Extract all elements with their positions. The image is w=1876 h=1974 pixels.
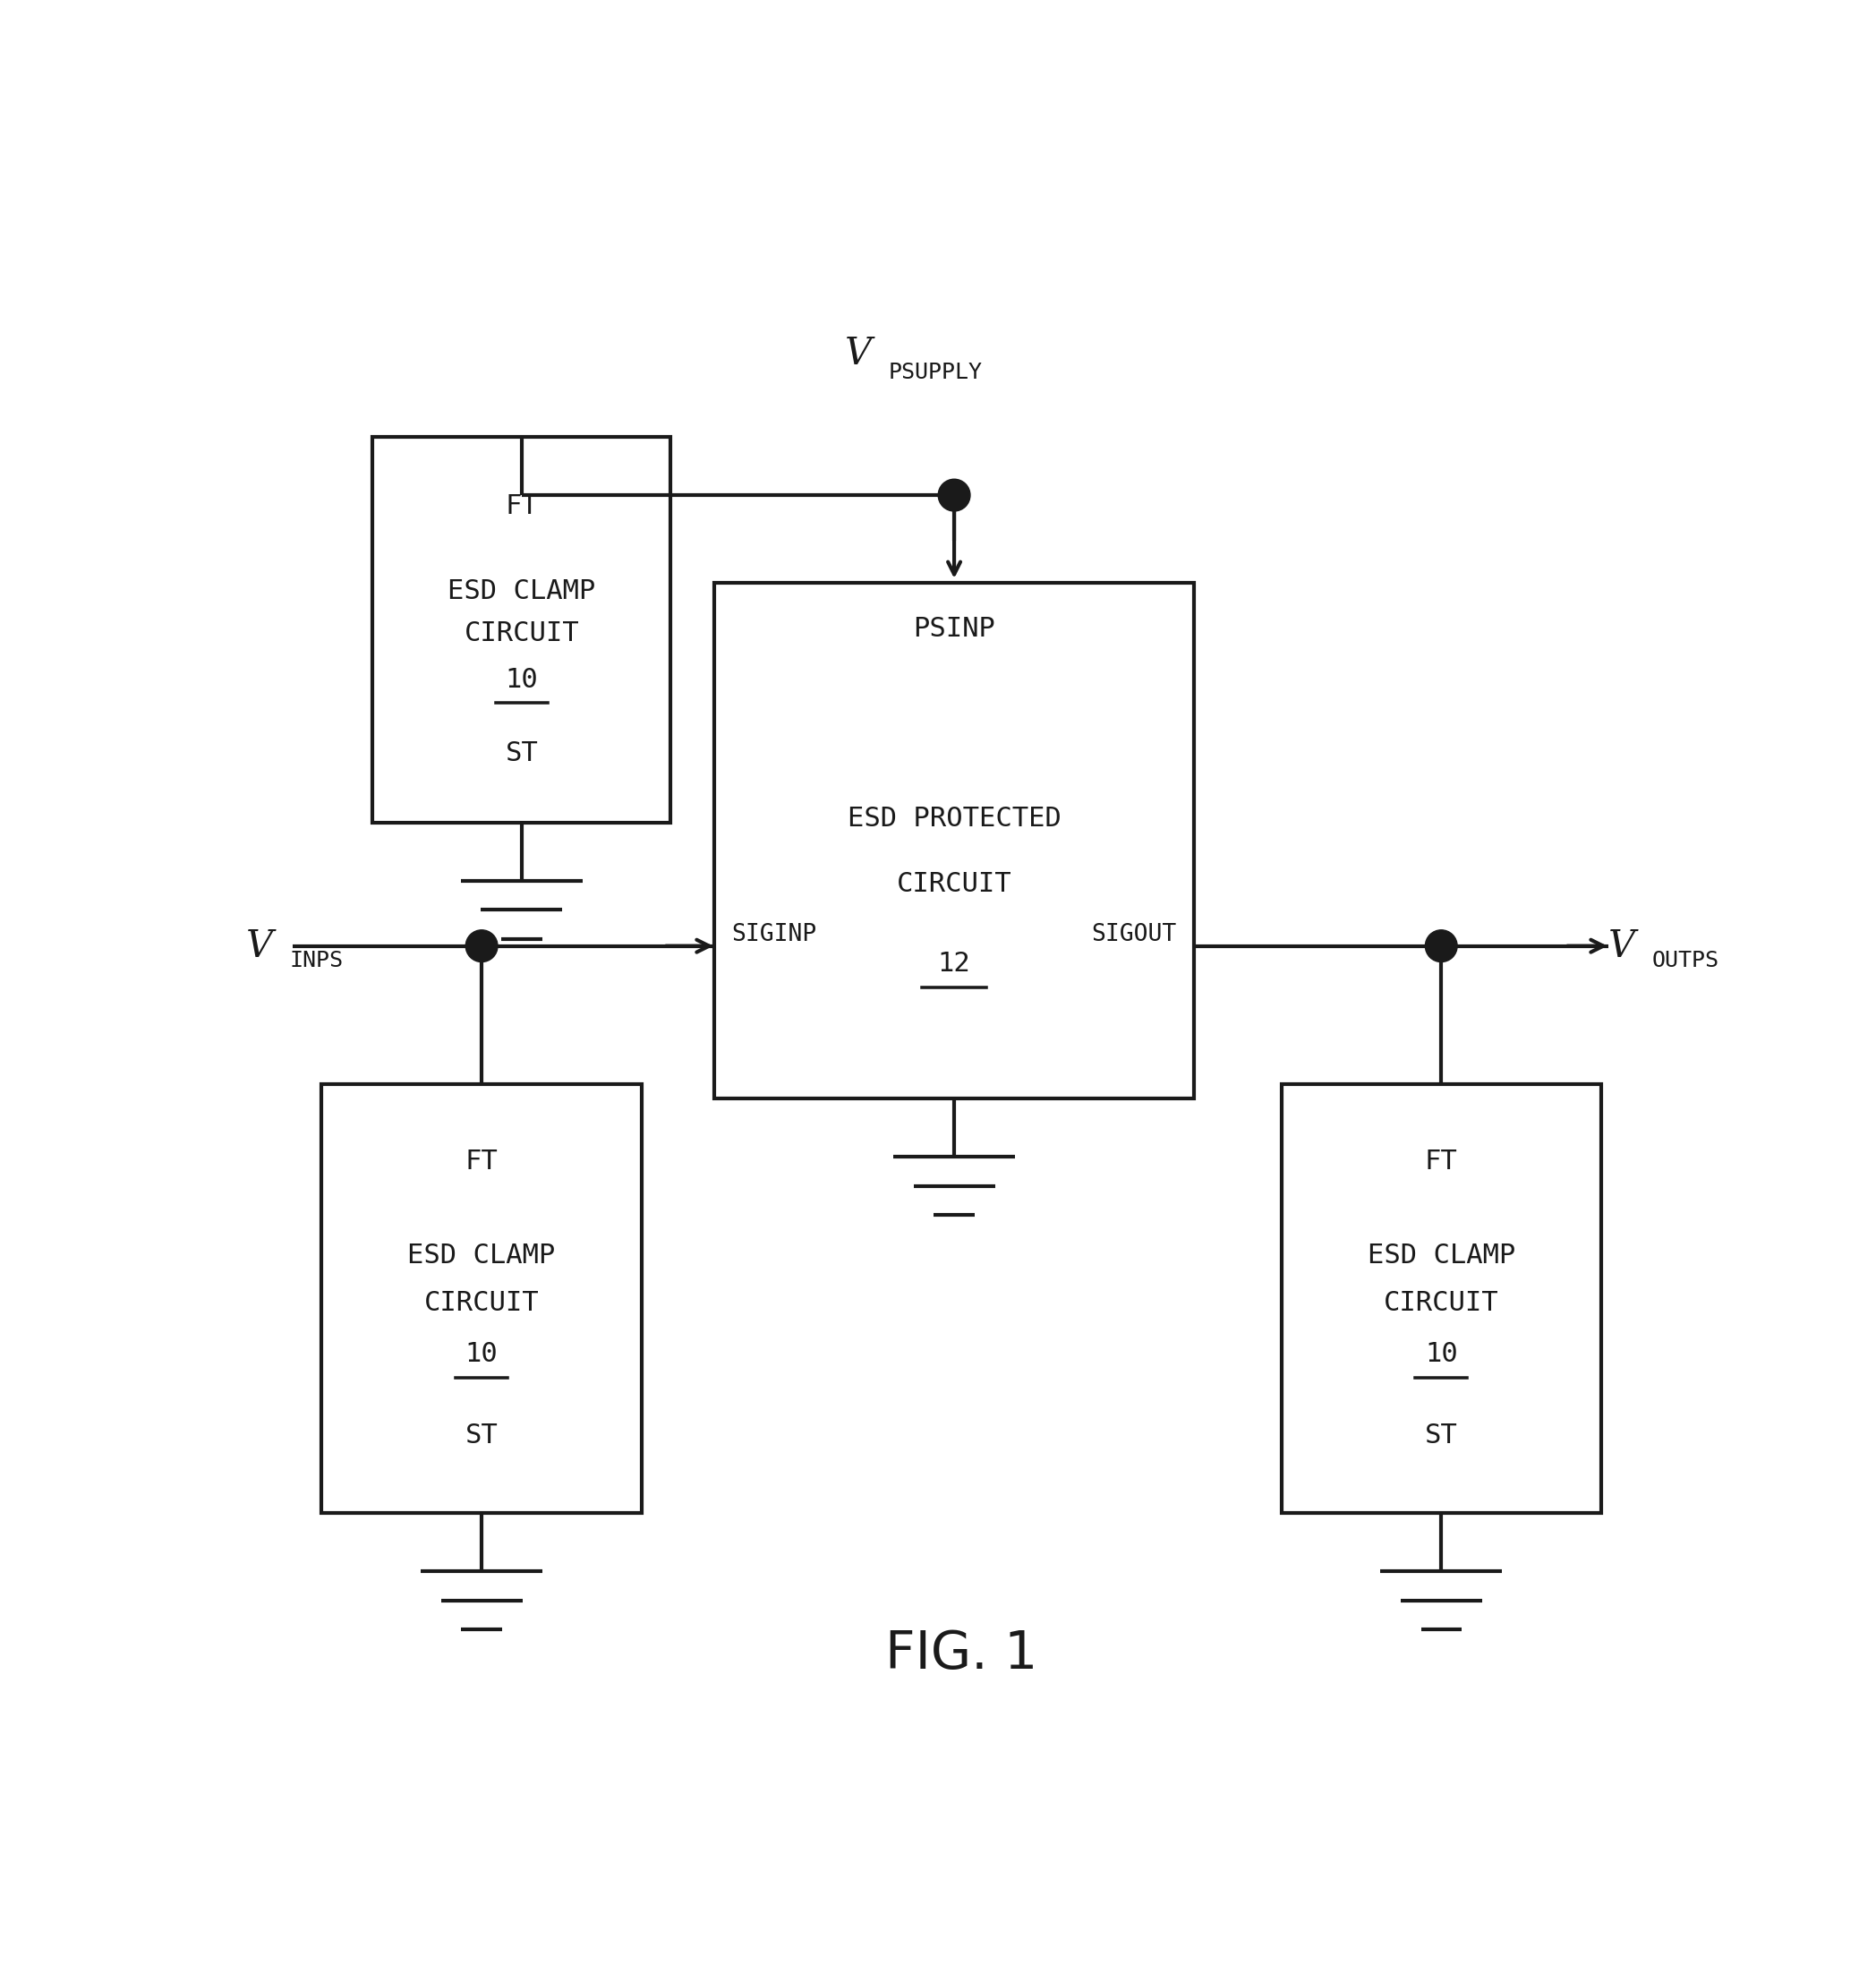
FancyBboxPatch shape xyxy=(1281,1084,1600,1514)
Text: INPS: INPS xyxy=(289,949,343,971)
Text: CIRCUIT: CIRCUIT xyxy=(897,871,1011,896)
Text: ST: ST xyxy=(505,740,538,766)
Text: ST: ST xyxy=(1424,1423,1458,1449)
Text: ESD CLAMP: ESD CLAMP xyxy=(448,578,597,604)
Text: ST: ST xyxy=(465,1423,499,1449)
Text: V: V xyxy=(1608,928,1636,965)
Text: CIRCUIT: CIRCUIT xyxy=(1384,1289,1499,1317)
Text: V: V xyxy=(246,928,274,965)
Text: ESD PROTECTED: ESD PROTECTED xyxy=(848,805,1062,831)
Text: FT: FT xyxy=(465,1149,499,1175)
Circle shape xyxy=(1426,930,1458,961)
Text: CIRCUIT: CIRCUIT xyxy=(463,620,580,647)
Text: ESD CLAMP: ESD CLAMP xyxy=(1368,1244,1516,1269)
Text: V: V xyxy=(844,336,872,373)
Text: PSUPPLY: PSUPPLY xyxy=(889,361,983,383)
Text: OUTPS: OUTPS xyxy=(1653,949,1718,971)
FancyBboxPatch shape xyxy=(373,436,670,823)
Text: 10: 10 xyxy=(505,667,538,693)
Text: CIRCUIT: CIRCUIT xyxy=(424,1289,538,1317)
Text: 10: 10 xyxy=(465,1342,499,1368)
Text: FIG. 1: FIG. 1 xyxy=(885,1629,1037,1680)
Text: 12: 12 xyxy=(938,951,970,977)
Text: ESD CLAMP: ESD CLAMP xyxy=(407,1244,555,1269)
Text: 10: 10 xyxy=(1424,1342,1458,1368)
Circle shape xyxy=(938,480,970,511)
Text: PSINP: PSINP xyxy=(914,616,996,642)
Text: FT: FT xyxy=(505,494,538,519)
FancyBboxPatch shape xyxy=(323,1084,642,1514)
Text: SIGINP: SIGINP xyxy=(732,922,816,946)
Text: FT: FT xyxy=(1424,1149,1458,1175)
FancyBboxPatch shape xyxy=(715,582,1193,1100)
Text: SIGOUT: SIGOUT xyxy=(1092,922,1176,946)
Circle shape xyxy=(465,930,497,961)
